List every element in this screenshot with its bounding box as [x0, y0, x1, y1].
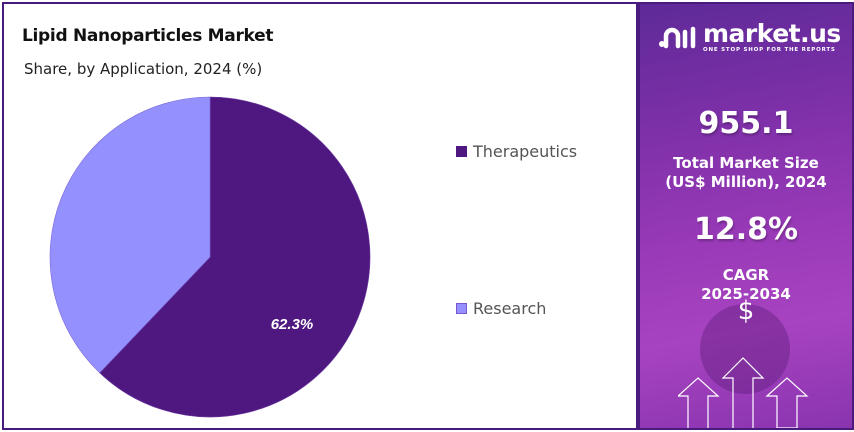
legend-label-research: Research	[473, 299, 547, 318]
pie-slice-research	[49, 96, 211, 374]
brand-logo: market.us ONE STOP SHOP FOR THE REPORTS	[658, 19, 841, 53]
legend-item-therapeutics: Therapeutics	[456, 142, 577, 161]
market-summary-panel: market.us ONE STOP SHOP FOR THE REPORTS …	[638, 2, 854, 430]
background-cup-graphic	[700, 304, 790, 394]
cagr-label-line1: CAGR	[722, 266, 770, 284]
legend-item-research: Research	[456, 299, 546, 318]
pie-chart: 62.3%	[49, 96, 371, 418]
market-us-logo-icon	[659, 26, 696, 48]
chart-subtitle: Share, by Application, 2024 (%)	[24, 60, 263, 78]
growth-arrows-icon	[678, 357, 809, 428]
legend-swatch-research	[456, 303, 467, 314]
market-size-label-line2: (US$ Million), 2024	[665, 173, 827, 191]
legend-label-therapeutics: Therapeutics	[473, 142, 578, 161]
pie-slice-therapeutics	[99, 96, 371, 418]
brand-name: market.us	[703, 19, 841, 48]
pie-data-label: 62.3%	[271, 316, 314, 333]
chart-panel: Lipid Nanoparticles Market Share, by App…	[2, 2, 638, 430]
chart-title: Lipid Nanoparticles Market	[22, 26, 274, 46]
brand-tagline: ONE STOP SHOP FOR THE REPORTS	[703, 47, 836, 53]
legend-swatch-therapeutics	[456, 146, 467, 157]
dollar-icon: $	[737, 296, 755, 326]
market-size-label-line1: Total Market Size	[673, 154, 819, 172]
cagr-label-line2: 2025-2034	[701, 285, 791, 303]
cagr-value: 12.8%	[693, 212, 799, 247]
market-size-value: 955.1	[698, 106, 794, 141]
